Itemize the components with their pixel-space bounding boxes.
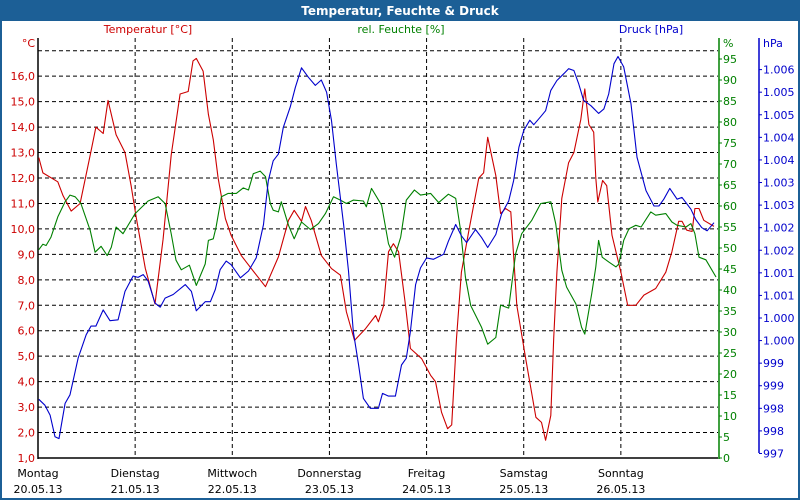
temp-tick-label: 12,0 <box>11 172 36 185</box>
humidity-tick-label: 75 <box>723 137 737 150</box>
day-name-label: Sonntag <box>598 467 644 480</box>
humidity-tick-label: 55 <box>723 221 737 234</box>
humidity-tick-label: 70 <box>723 158 737 171</box>
temp-tick-label: 10,0 <box>11 223 36 236</box>
humidity-tick-label: 35 <box>723 305 737 318</box>
humidity-tick-label: 60 <box>723 200 737 213</box>
temp-tick-label: 13,0 <box>11 147 36 160</box>
day-name-label: Freitag <box>408 467 446 480</box>
day-date-label: 23.05.13 <box>305 483 354 496</box>
day-name-label: Montag <box>17 467 58 480</box>
pressure-tick-label: 1.004 <box>763 154 795 167</box>
temp-tick-label: 14,0 <box>11 121 36 134</box>
day-name-label: Samstag <box>500 467 548 480</box>
temp-tick-label: 6,0 <box>18 325 36 338</box>
humidity-tick-label: 50 <box>723 242 737 255</box>
temp-tick-label: 16,0 <box>11 70 36 83</box>
pressure-tick-label: 1.006 <box>763 64 795 77</box>
pressure-tick-label: 1.000 <box>763 335 795 348</box>
temp-tick-label: 11,0 <box>11 197 36 210</box>
temp-tick-label: 9,0 <box>18 248 36 261</box>
day-date-label: 25.05.13 <box>499 483 548 496</box>
humidity-tick-label: 95 <box>723 53 737 66</box>
pressure-tick-label: 998 <box>763 402 784 415</box>
pressure-tick-label: 1.004 <box>763 131 795 144</box>
temp-tick-label: 4,0 <box>18 376 36 389</box>
pressure-tick-label: 998 <box>763 425 784 438</box>
humidity-tick-label: 90 <box>723 74 737 87</box>
temp-tick-label: 1,0 <box>18 452 36 465</box>
pressure-tick-label: 1.000 <box>763 312 795 325</box>
pressure-line <box>38 55 715 440</box>
day-name-label: Mittwoch <box>207 467 257 480</box>
temp-tick-label: 5,0 <box>18 350 36 363</box>
day-date-label: 20.05.13 <box>14 483 63 496</box>
day-name-label: Donnerstag <box>297 467 361 480</box>
day-date-label: 21.05.13 <box>111 483 160 496</box>
temp-tick-label: 3,0 <box>18 401 36 414</box>
pressure-tick-label: 1.001 <box>763 267 795 280</box>
pressure-tick-label: 999 <box>763 357 784 370</box>
pressure-tick-label: 1.005 <box>763 109 795 122</box>
humidity-unit-label: % <box>723 37 733 50</box>
temp-tick-label: 8,0 <box>18 274 36 287</box>
day-name-label: Dienstag <box>111 467 160 480</box>
temp-tick-label: 15,0 <box>11 96 36 109</box>
pressure-tick-label: 1.002 <box>763 222 795 235</box>
humidity-tick-label: 5 <box>723 431 730 444</box>
pressure-tick-label: 999 <box>763 380 784 393</box>
humidity-tick-label: 85 <box>723 95 737 108</box>
humidity-tick-label: 10 <box>723 410 737 423</box>
humidity-tick-label: 80 <box>723 116 737 129</box>
temp-unit-label: °C <box>22 37 36 50</box>
humidity-tick-label: 15 <box>723 389 737 402</box>
humidity-tick-label: 65 <box>723 179 737 192</box>
pressure-tick-label: 1.005 <box>763 86 795 99</box>
pressure-tick-label: 1.001 <box>763 289 795 302</box>
humidity-series-title: rel. Feuchte [%] <box>357 23 444 36</box>
pressure-tick-label: 1.002 <box>763 244 795 257</box>
pressure-tick-label: 1.003 <box>763 177 795 190</box>
temp-series-title: Temperatur [°C] <box>103 23 192 36</box>
day-date-label: 24.05.13 <box>402 483 451 496</box>
pressure-tick-label: 997 <box>763 447 784 460</box>
day-date-label: 26.05.13 <box>596 483 645 496</box>
humidity-line <box>38 170 717 345</box>
pressure-series-title: Druck [hPa] <box>619 23 683 36</box>
temp-tick-label: 7,0 <box>18 299 36 312</box>
humidity-tick-label: 20 <box>723 368 737 381</box>
pressure-unit-label: hPa <box>763 37 783 50</box>
humidity-tick-label: 30 <box>723 326 737 339</box>
temperature-line <box>38 57 715 441</box>
pressure-tick-label: 1.003 <box>763 199 795 212</box>
day-date-label: 22.05.13 <box>208 483 257 496</box>
humidity-tick-label: 0 <box>723 452 730 465</box>
humidity-tick-label: 40 <box>723 284 737 297</box>
window-title: Temperatur, Feuchte & Druck <box>2 2 798 21</box>
temp-tick-label: 2,0 <box>18 427 36 440</box>
humidity-tick-label: 25 <box>723 347 737 360</box>
humidity-tick-label: 45 <box>723 263 737 276</box>
